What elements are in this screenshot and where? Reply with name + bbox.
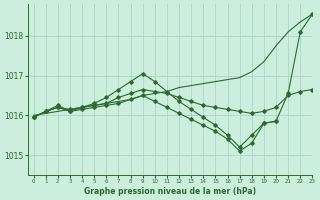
X-axis label: Graphe pression niveau de la mer (hPa): Graphe pression niveau de la mer (hPa) <box>84 187 256 196</box>
